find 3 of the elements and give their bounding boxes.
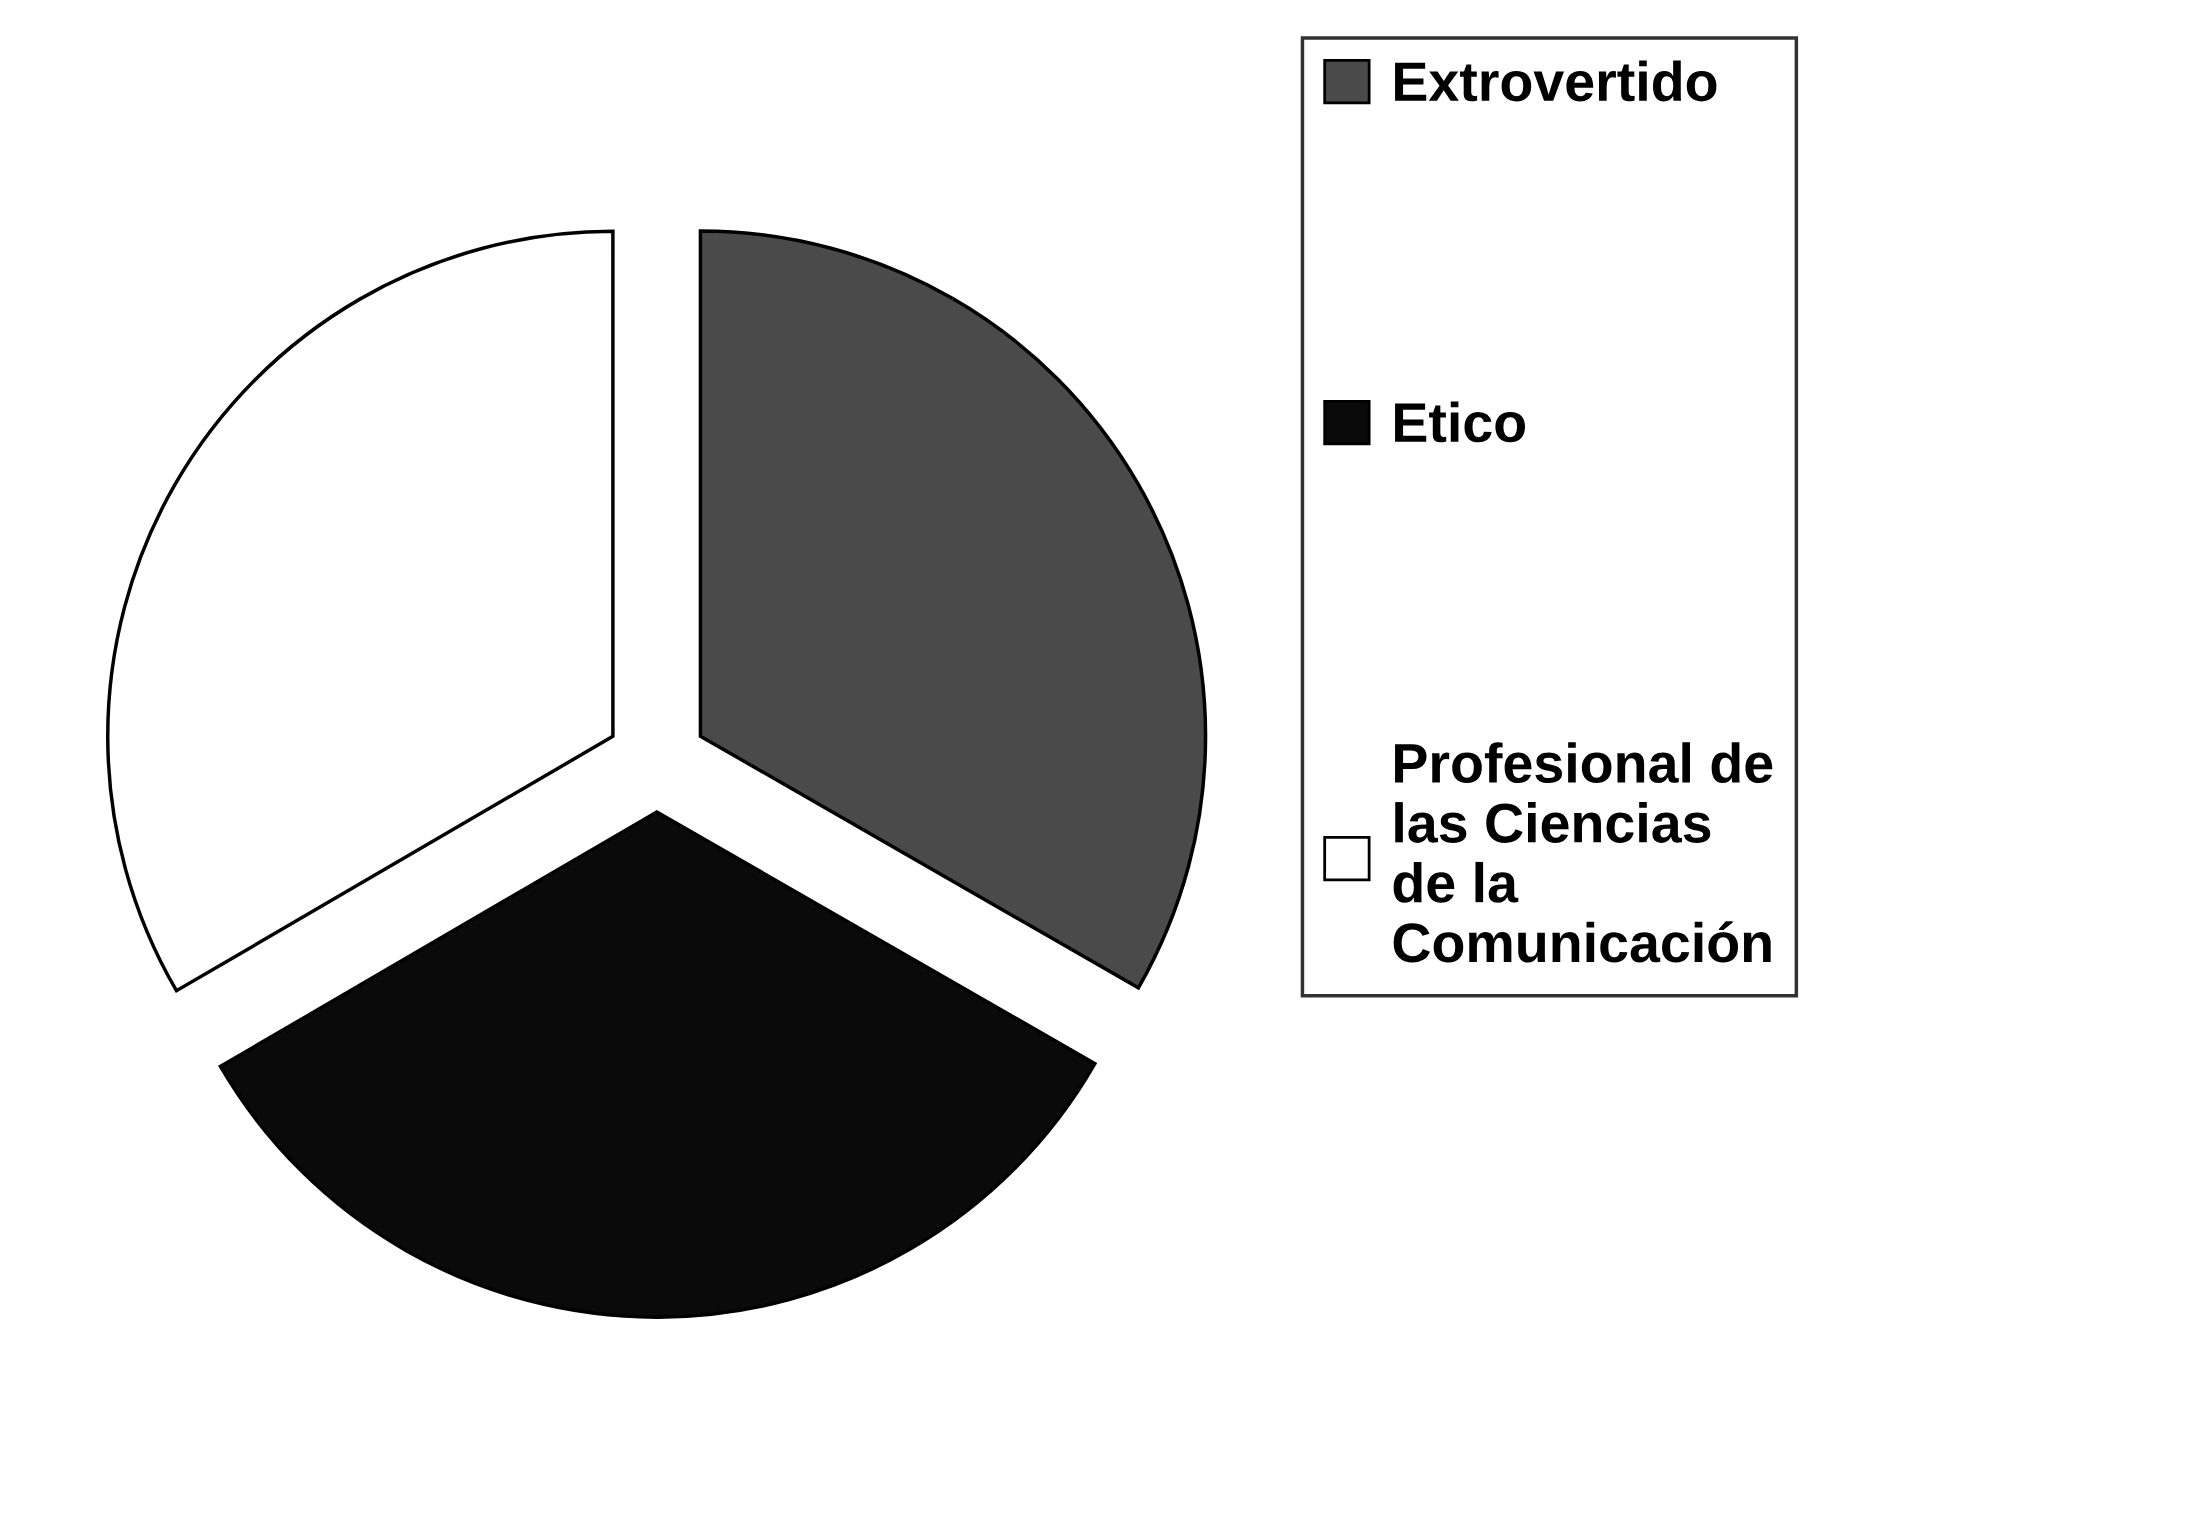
legend-label: Profesional de las Ciencias de la Comunicación (1393, 742, 1773, 963)
legend-label: Etico (1395, 401, 1525, 443)
legend-label: Extrovertido (1395, 60, 1717, 102)
